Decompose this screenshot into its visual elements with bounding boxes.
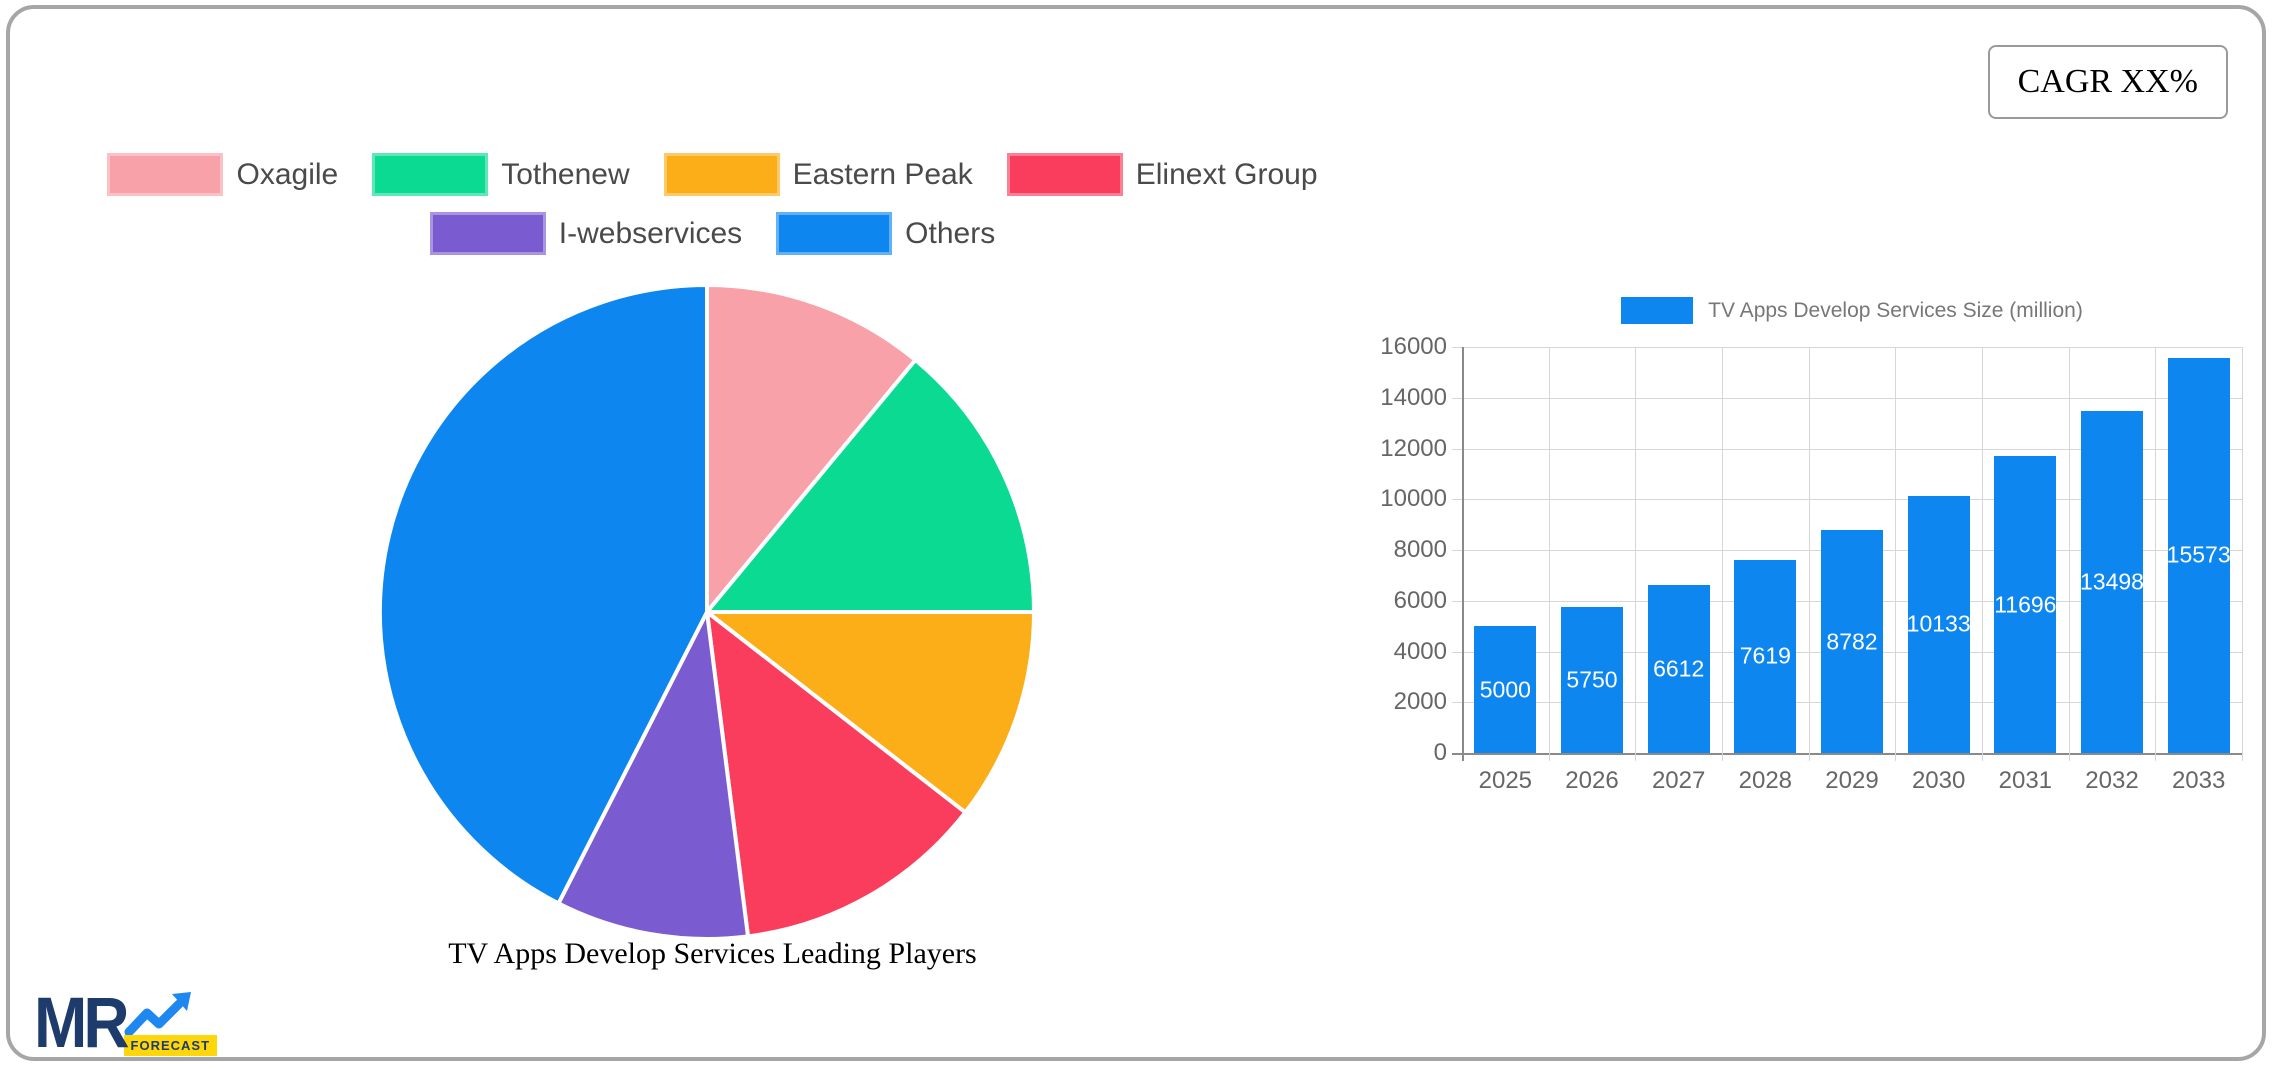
pie-legend: Oxagile Tothenew Eastern Peak Elinext Group…: [65, 153, 1360, 255]
pie-legend-item-elinext-group[interactable]: Elinext Group: [1006, 153, 1318, 196]
gridline-vertical: [1808, 347, 1810, 761]
legend-label: Tothenew: [501, 157, 630, 191]
gridline-vertical: [1548, 347, 1550, 761]
gridline-vertical: [2068, 347, 2070, 761]
y-axis-tick-label: 4000: [1393, 637, 1447, 665]
bar-value-label: 10133: [1906, 610, 1971, 637]
pie-slice-oxagile[interactable]: [705, 283, 918, 614]
y-axis-tick-label: 2000: [1393, 688, 1447, 716]
legend-label: Eastern Peak: [792, 157, 973, 191]
pie-slice-tothenew[interactable]: [705, 358, 1036, 614]
legend-swatch-i-webservices: [429, 212, 546, 255]
legend-label: Elinext Group: [1135, 157, 1318, 191]
gridline-vertical: [1982, 347, 1983, 761]
legend-swatch-others: [776, 212, 893, 255]
pie-legend-item-tothenew[interactable]: Tothenew: [372, 153, 630, 196]
pie-slice-others[interactable]: [377, 283, 709, 906]
pie-slice-i-webservices[interactable]: [556, 610, 750, 941]
legend-swatch-oxagile: [107, 153, 224, 196]
bar-2026[interactable]: 5750: [1561, 607, 1623, 753]
x-axis-tick-label: 2030: [1911, 767, 1966, 794]
gridline-vertical: [2242, 347, 2243, 761]
x-axis-tick-label: 2033: [2171, 767, 2226, 794]
bar-value-label: 6612: [1653, 655, 1705, 682]
gridline-vertical: [1895, 347, 1897, 761]
gridline-horizontal: [1452, 448, 2242, 450]
gridline-vertical: [2155, 347, 2157, 761]
cagr-label: CAGR XX%: [2017, 63, 2198, 100]
legend-swatch-elinext-group: [1006, 153, 1123, 196]
x-axis-line: [1452, 753, 2242, 755]
legend-label: I-webservices: [558, 216, 743, 250]
bar-2025[interactable]: 5000: [1474, 626, 1537, 753]
legend-label: Oxagile: [236, 157, 339, 191]
logo-forecast-text: FORECAST: [123, 1035, 218, 1056]
gridline-horizontal: [1452, 397, 2242, 399]
x-axis-tick-label: 2027: [1651, 767, 1706, 794]
x-axis-tick-label: 2029: [1825, 767, 1879, 794]
x-axis-tick-label: 2025: [1478, 767, 1533, 794]
bar-chart-legend[interactable]: TV Apps Develop Services Size (million): [1462, 297, 2242, 324]
bar-chart-plot-area: 0 2000 4000 6000 8000 10000 12000 14000 16000 500…: [1380, 335, 2243, 794]
pie-legend-item-others[interactable]: Others: [776, 212, 995, 255]
bar-2032[interactable]: 13498: [2080, 410, 2144, 753]
pie-slice-eastern-peak[interactable]: [705, 610, 1036, 815]
y-axis-tick-label: 10000: [1380, 485, 1447, 513]
legend-label: Others: [905, 216, 996, 250]
y-axis-tick-label: 6000: [1393, 586, 1447, 614]
x-axis-tick-label: 2026: [1565, 767, 1619, 794]
pie-chart-title: TV Apps Develop Services Leading Players: [448, 937, 977, 970]
bar-value-label: 5000: [1479, 676, 1531, 703]
x-axis-tick-label: 2032: [2085, 767, 2139, 794]
bar-2033[interactable]: 15573: [2166, 357, 2231, 753]
gridline-horizontal: [1452, 347, 2242, 348]
report-card: CAGR XX% Oxagile Tothenew Eastern Peak Elin…: [6, 5, 2266, 1061]
bar-legend-label: TV Apps Develop Services Size (million): [1708, 298, 2083, 322]
bar-value-label: 11696: [1994, 591, 2057, 618]
bar-2028[interactable]: 7619: [1734, 559, 1797, 753]
bar-legend-swatch: [1621, 297, 1694, 324]
bar-2031[interactable]: 11696: [1994, 456, 2056, 753]
gridline-horizontal: [1452, 499, 2242, 501]
gridline-vertical: [1635, 347, 1637, 761]
bar-value-label: 8782: [1826, 628, 1878, 655]
legend-swatch-eastern-peak: [663, 153, 780, 196]
y-axis-tick-label: 14000: [1380, 383, 1447, 411]
bar-value-label: 7619: [1739, 642, 1791, 669]
cagr-badge: CAGR XX%: [1987, 45, 2228, 119]
pie-chart: [377, 283, 1036, 941]
pie-legend-item-oxagile[interactable]: Oxagile: [107, 153, 338, 196]
bar-2027[interactable]: 6612: [1647, 585, 1710, 753]
bar-2030[interactable]: 10133: [1906, 495, 1971, 753]
gridline-vertical: [1722, 347, 1723, 761]
x-axis-tick-label: 2031: [1998, 767, 2053, 794]
bar-value-label: 15573: [2166, 541, 2231, 568]
pie-legend-item-i-webservices[interactable]: I-webservices: [429, 212, 743, 255]
logo-mr-text: MR: [34, 982, 130, 1063]
pie-slice-elinext-group[interactable]: [705, 610, 968, 939]
mr-forecast-logo: MR FORECAST: [34, 982, 218, 1063]
y-axis-tick-label: 16000: [1380, 333, 1447, 360]
bar-value-label: 5750: [1566, 666, 1618, 693]
bar-value-label: 13498: [2080, 568, 2144, 595]
y-axis-tick-label: 8000: [1393, 536, 1447, 563]
legend-swatch-tothenew: [372, 153, 489, 196]
x-axis-tick-label: 2028: [1738, 767, 1793, 794]
trend-arrow-icon: [124, 992, 191, 1037]
bar-2029[interactable]: 8782: [1821, 530, 1883, 753]
y-axis-line: [1462, 347, 1464, 761]
pie-legend-item-eastern-peak[interactable]: Eastern Peak: [663, 153, 973, 196]
y-axis-tick-label: 12000: [1380, 434, 1447, 462]
y-axis-tick-label: 0: [1433, 739, 1447, 766]
